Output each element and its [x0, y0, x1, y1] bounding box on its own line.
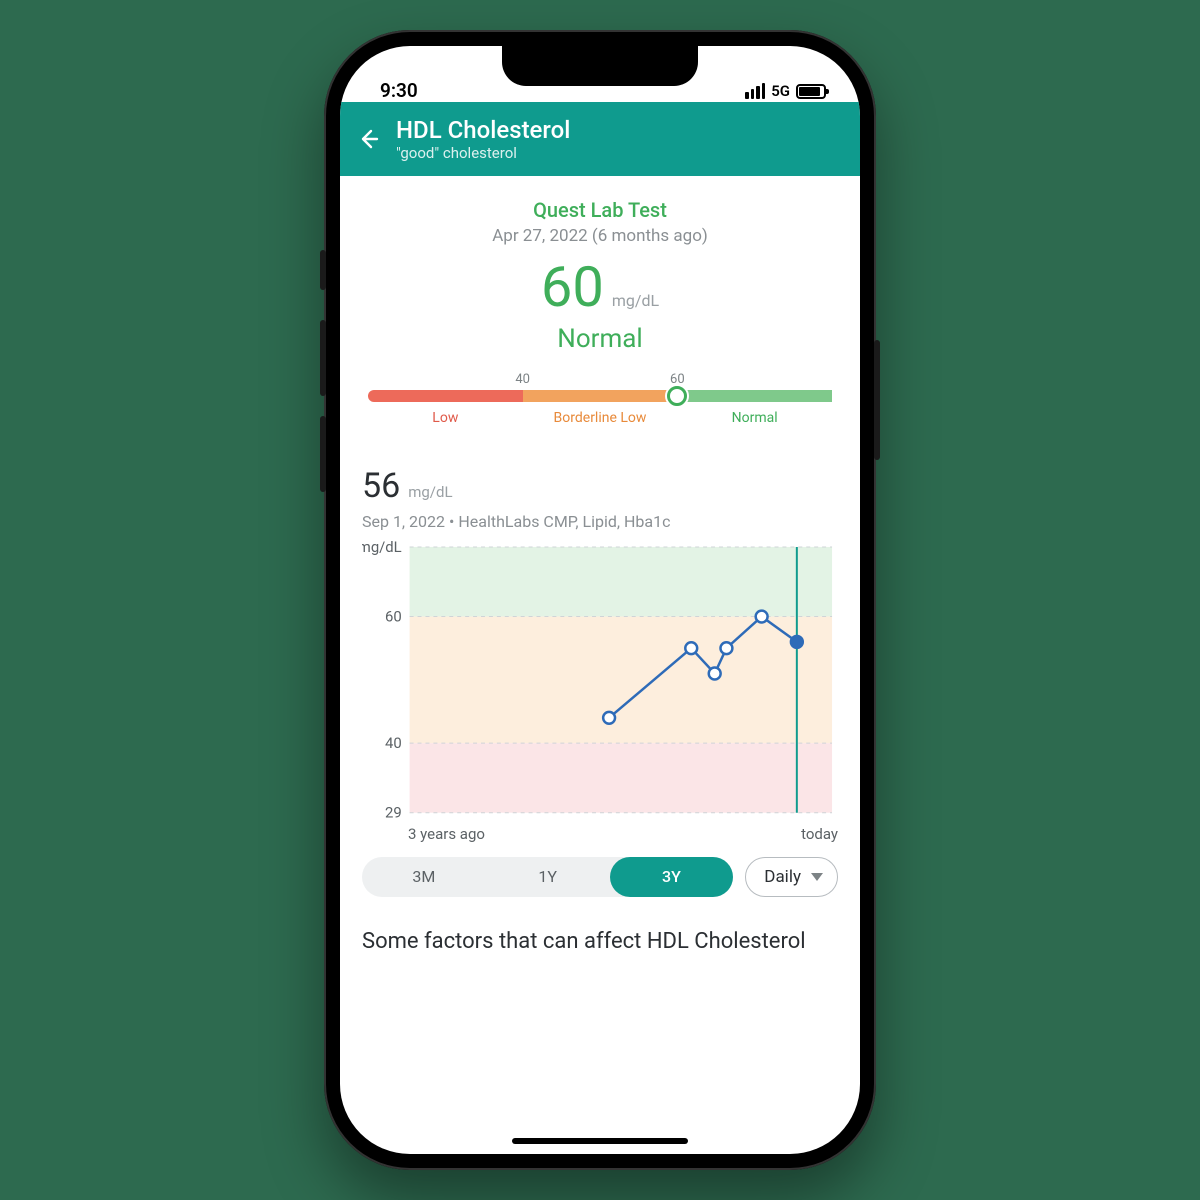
chart-ylabel: 29 — [385, 804, 402, 819]
phone-frame: 9:30 5G HDL Cholesterol "good" cholester… — [324, 30, 876, 1170]
result-value: 60 — [541, 254, 604, 320]
range-tick: 60 — [670, 372, 685, 387]
battery-icon — [796, 84, 826, 99]
range-bar — [368, 390, 832, 402]
home-indicator[interactable] — [512, 1138, 688, 1144]
range-label: Normal — [677, 410, 832, 426]
history-chart-section: 56 mg/dL Sep 1, 2022 • HealthLabs CMP, L… — [362, 466, 838, 897]
range-tick: 40 — [515, 372, 530, 387]
power-button — [874, 340, 880, 460]
status-time: 9:30 — [380, 79, 418, 102]
range-segment — [523, 390, 678, 402]
chart-point[interactable] — [756, 611, 768, 623]
chart-meta: Sep 1, 2022 • HealthLabs CMP, Lipid, Hba… — [362, 512, 838, 531]
volume-down-button — [320, 416, 326, 492]
timerange-option[interactable]: 3M — [362, 867, 486, 886]
lab-date: Apr 27, 2022 (6 months ago) — [362, 226, 838, 246]
signal-icon — [745, 83, 765, 99]
app-header: HDL Cholesterol "good" cholesterol — [340, 102, 860, 176]
volume-up-button — [320, 320, 326, 396]
back-button[interactable] — [354, 125, 382, 153]
factors-heading: Some factors that can affect HDL Cholest… — [362, 927, 838, 957]
chart-value: 56 — [362, 466, 400, 506]
chart-point[interactable] — [685, 642, 697, 654]
side-button — [320, 250, 326, 290]
timerange-option[interactable]: 3Y — [610, 867, 734, 886]
dropdown-value: Daily — [764, 867, 801, 887]
chart-ylabel: 60 — [385, 608, 402, 626]
range-label: Low — [368, 410, 523, 426]
result-unit: mg/dL — [612, 291, 659, 310]
granularity-dropdown[interactable]: Daily — [745, 857, 838, 897]
range-segment — [368, 390, 523, 402]
arrow-left-icon — [356, 127, 380, 151]
network-label: 5G — [771, 82, 790, 100]
chart-point[interactable] — [603, 712, 615, 724]
chart-unit: mg/dL — [408, 483, 452, 501]
chart-point[interactable] — [720, 642, 732, 654]
page-subtitle: "good" cholesterol — [396, 144, 570, 162]
timerange-row: 3M1Y3Y Daily — [362, 857, 838, 897]
chart-point[interactable] — [791, 636, 803, 648]
chart-ylabel: 71 mg/dL — [362, 541, 402, 556]
chart-xlabel-right: today — [801, 825, 838, 843]
notch — [502, 46, 698, 86]
result-summary: Quest Lab Test Apr 27, 2022 (6 months ag… — [362, 198, 838, 354]
range-indicator: 40 60 LowBorderline LowNormal — [362, 372, 838, 426]
chart-band — [410, 743, 832, 813]
range-label: Borderline Low — [523, 410, 678, 426]
range-segment — [677, 390, 832, 402]
chart-band — [410, 617, 832, 744]
line-chart[interactable]: 29 40 60 71 mg/dL — [362, 541, 838, 819]
timerange-option[interactable]: 1Y — [486, 867, 610, 886]
page-title: HDL Cholesterol — [396, 116, 570, 144]
range-marker — [667, 386, 687, 406]
content: Quest Lab Test Apr 27, 2022 (6 months ag… — [340, 176, 860, 1154]
lab-name: Quest Lab Test — [362, 198, 838, 222]
screen: 9:30 5G HDL Cholesterol "good" cholester… — [340, 46, 860, 1154]
chart-xlabel-left: 3 years ago — [408, 825, 485, 843]
result-status: Normal — [362, 324, 838, 354]
chart-band — [410, 547, 832, 617]
timerange-selector[interactable]: 3M1Y3Y — [362, 857, 733, 897]
chart-ylabel: 40 — [385, 734, 402, 752]
chart-point[interactable] — [709, 668, 721, 680]
